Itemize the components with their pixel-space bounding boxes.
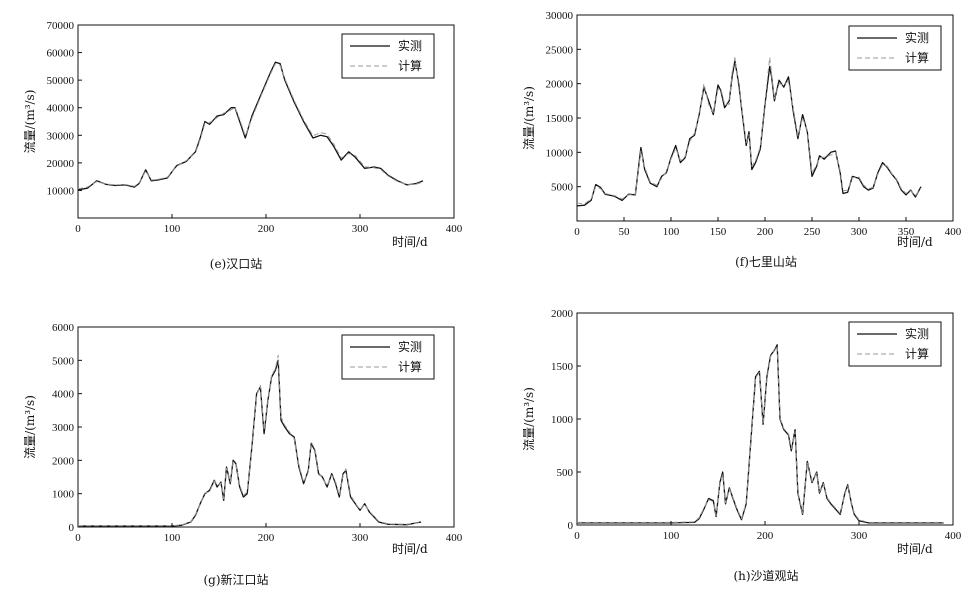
y-tick-label: 1500	[551, 361, 574, 373]
chart-f: 0 50 100 150 200 250 300 350 400 5000 10000 15000 20…	[522, 10, 962, 269]
x-axis-label: 时间/d	[392, 542, 428, 556]
x-tick-label: 150	[710, 226, 727, 238]
x-tick-label: 300	[851, 226, 868, 238]
legend-box	[341, 334, 435, 380]
x-tick-label: 350	[898, 226, 915, 238]
x-tick-label: 400	[446, 532, 463, 544]
x-tick-label: 200	[757, 530, 774, 542]
legend-label: 计算	[905, 50, 929, 65]
chart-g: 0 100 200 300 4000100020003000400050006000实测…	[23, 322, 463, 587]
y-tick-label: 10000	[546, 147, 574, 159]
chart-h: 0 100 200 300 400 0 500 1000 1500 2000 实测计算流量/(m³/…	[522, 308, 962, 583]
x-tick-label: 200	[757, 226, 774, 238]
y-tick-label: 40000	[47, 103, 75, 115]
y-tick-label: 500	[557, 467, 574, 479]
x-tick-label: 300	[851, 530, 868, 542]
y-tick-label: 2000	[52, 455, 75, 467]
y-tick-label: 5000	[52, 355, 75, 367]
y-tick-label: 4000	[52, 389, 75, 401]
x-tick-label: 400	[945, 226, 962, 238]
legend-box	[341, 33, 435, 79]
x-tick-label: 100	[663, 226, 680, 238]
y-axis-label: 流量/(m³/s)	[522, 387, 536, 451]
x-axis-label: 时间/d	[392, 235, 428, 249]
x-axis-label: 时间/d	[897, 235, 933, 249]
y-tick-label: 1000	[551, 414, 574, 426]
x-tick-label: 100	[164, 223, 181, 235]
x-tick-label: 50	[619, 226, 631, 238]
x-tick-label: 0	[75, 223, 81, 235]
x-tick-label: 200	[258, 532, 275, 544]
chart-caption: (h)沙道观站	[733, 569, 798, 583]
x-tick-label: 100	[164, 532, 181, 544]
y-tick-label: 25000	[546, 44, 574, 56]
y-tick-label: 10000	[47, 185, 75, 197]
y-tick-label: 6000	[52, 322, 75, 334]
y-tick-label: 2000	[551, 308, 574, 320]
x-tick-label: 0	[574, 226, 580, 238]
series-line-computed	[77, 63, 424, 190]
legend-label: 实测	[398, 38, 422, 53]
x-tick-label: 200	[258, 223, 275, 235]
y-tick-label: 60000	[47, 48, 75, 60]
y-tick-label: 30000	[546, 10, 574, 22]
legend-label: 实测	[905, 326, 929, 341]
x-tick-label: 0	[574, 530, 580, 542]
y-tick-label: 5000	[551, 182, 574, 194]
y-axis-label: 流量/(m³/s)	[522, 86, 536, 150]
y-tick-label: 20000	[546, 79, 574, 91]
series-line-computed	[78, 354, 422, 527]
chart-caption: (g)新江口站	[203, 572, 268, 587]
x-tick-label: 300	[352, 532, 369, 544]
y-axis-label: 流量/(m³/s)	[23, 90, 37, 154]
y-tick-label: 0	[69, 522, 75, 534]
y-tick-label: 50000	[47, 75, 75, 87]
legend-box	[848, 25, 942, 71]
x-tick-label: 250	[804, 226, 821, 238]
legend-label: 计算	[398, 58, 422, 73]
series-line-measured	[577, 344, 944, 524]
y-tick-label: 30000	[47, 130, 75, 142]
series-line-computed	[577, 345, 944, 523]
chart-e: 0 100 200 300 400 10000 20000 30000 40000 50000 60…	[23, 20, 463, 271]
y-tick-label: 20000	[47, 158, 75, 170]
series-line-measured	[576, 60, 922, 207]
series-line-measured	[78, 359, 422, 527]
y-tick-label: 3000	[52, 422, 75, 434]
x-tick-label: 0	[75, 532, 81, 544]
x-axis-label: 时间/d	[897, 542, 933, 556]
legend-label: 计算	[398, 359, 422, 374]
y-tick-label: 70000	[47, 20, 75, 32]
y-tick-label: 15000	[546, 113, 574, 125]
series-line-computed	[576, 57, 922, 205]
x-tick-label: 400	[446, 223, 463, 235]
x-tick-label: 100	[663, 530, 680, 542]
chart-caption: (f)七里山站	[735, 255, 797, 269]
y-tick-label: 0	[568, 520, 574, 532]
legend-label: 实测	[905, 30, 929, 45]
legend-box	[848, 321, 942, 367]
legend-label: 实测	[398, 339, 422, 354]
series-line-measured	[77, 61, 424, 191]
legend-label: 计算	[905, 346, 929, 361]
x-tick-label: 300	[352, 223, 369, 235]
y-tick-label: 1000	[52, 489, 75, 501]
chart-caption: (e)汉口站	[210, 257, 262, 271]
y-axis-label: 流量/(m³/s)	[23, 395, 37, 459]
x-tick-label: 400	[945, 530, 962, 542]
